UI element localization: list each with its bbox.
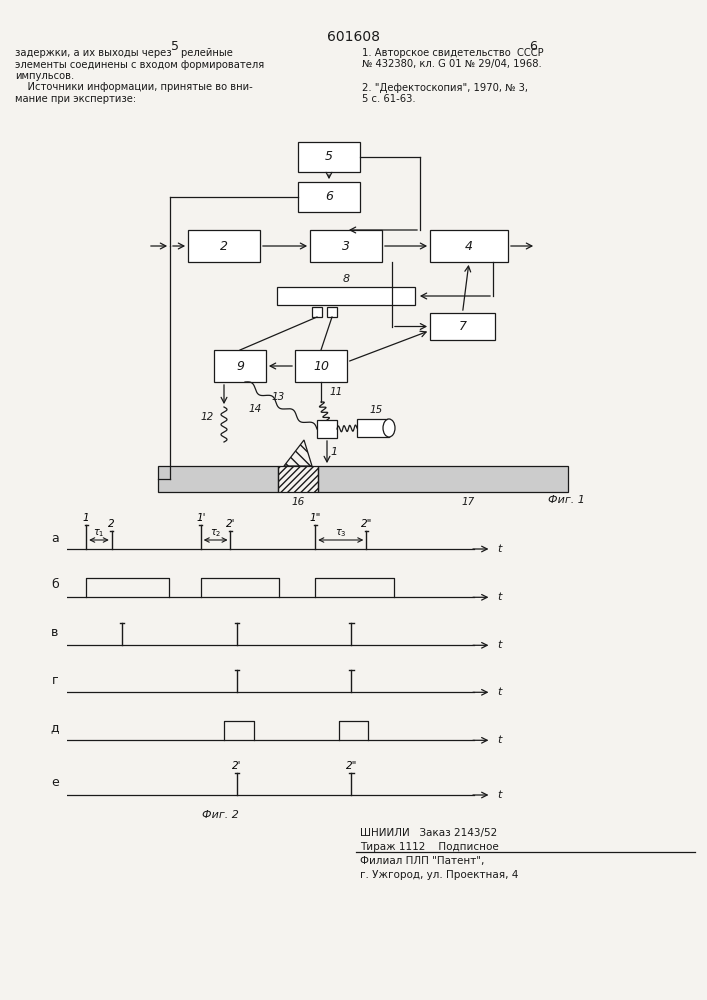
Text: 5: 5: [325, 150, 333, 163]
Text: г: г: [52, 674, 58, 686]
Text: t: t: [498, 735, 502, 745]
Text: 9: 9: [236, 360, 244, 372]
Bar: [295, 350, 347, 382]
Text: 11: 11: [329, 387, 342, 397]
Text: t: t: [498, 640, 502, 650]
Bar: [158, 466, 278, 492]
Bar: [188, 230, 260, 262]
Bar: [298, 182, 360, 212]
Bar: [310, 230, 382, 262]
Text: 13: 13: [272, 392, 285, 402]
Text: 10: 10: [313, 360, 329, 372]
Text: 6: 6: [325, 190, 333, 204]
Text: в: в: [52, 626, 59, 640]
Text: 1: 1: [83, 513, 90, 523]
Text: t: t: [498, 544, 502, 554]
Text: задержки, а их выходы через   релейные: задержки, а их выходы через релейные: [15, 48, 233, 58]
Text: 8: 8: [342, 274, 349, 284]
Text: Филиал ПЛП "Патент",: Филиал ПЛП "Патент",: [360, 856, 484, 866]
Text: а: а: [51, 532, 59, 544]
Bar: [278, 466, 318, 492]
Bar: [430, 230, 508, 262]
Bar: [318, 466, 568, 492]
Text: 2': 2': [226, 519, 235, 529]
Text: 4: 4: [465, 239, 473, 252]
Bar: [277, 287, 415, 305]
Text: t: t: [498, 592, 502, 602]
Text: г. Ужгород, ул. Проектная, 4: г. Ужгород, ул. Проектная, 4: [360, 870, 518, 880]
Text: 2: 2: [220, 239, 228, 252]
Text: 2": 2": [346, 761, 357, 771]
Text: элементы соединены с входом формирователя: элементы соединены с входом формировател…: [15, 60, 264, 70]
Text: 1": 1": [310, 513, 321, 523]
Text: Источники информации, принятые во вни-: Источники информации, принятые во вни-: [15, 83, 252, 93]
Text: 15: 15: [369, 405, 382, 415]
Text: импульсов.: импульсов.: [15, 71, 74, 81]
Text: 2': 2': [232, 761, 242, 771]
Text: 12: 12: [201, 412, 214, 422]
Text: 17: 17: [462, 497, 474, 507]
Text: 7: 7: [459, 320, 467, 333]
Text: 1': 1': [196, 513, 206, 523]
Text: 2: 2: [108, 519, 115, 529]
Text: ШНИИЛИ   Заказ 2143/52: ШНИИЛИ Заказ 2143/52: [360, 828, 497, 838]
Text: 3: 3: [342, 239, 350, 252]
Text: е: е: [51, 776, 59, 788]
Bar: [357, 419, 389, 437]
Text: Тираж 1112    Подписное: Тираж 1112 Подписное: [360, 842, 498, 852]
Ellipse shape: [383, 419, 395, 437]
Text: 2": 2": [361, 519, 372, 529]
Bar: [430, 313, 495, 340]
Text: t: t: [498, 687, 502, 697]
Bar: [317, 420, 337, 438]
Text: Фиг. 2: Фиг. 2: [201, 810, 238, 820]
Text: $\tau_1$: $\tau_1$: [93, 527, 105, 539]
Text: б: б: [51, 578, 59, 591]
Text: 14: 14: [248, 404, 262, 414]
Text: 5: 5: [171, 40, 179, 53]
Text: 601608: 601608: [327, 30, 380, 44]
Text: Фиг. 1: Фиг. 1: [548, 495, 585, 505]
Bar: [312, 307, 322, 317]
Text: $\tau_3$: $\tau_3$: [335, 527, 346, 539]
Text: 1: 1: [330, 447, 337, 457]
Text: t: t: [498, 790, 502, 800]
Text: 6: 6: [529, 40, 537, 53]
Text: 5 с. 61-63.: 5 с. 61-63.: [362, 94, 416, 104]
Text: 1. Авторское свидетельство  СССР: 1. Авторское свидетельство СССР: [362, 48, 544, 58]
Bar: [214, 350, 266, 382]
Text: 16: 16: [291, 497, 305, 507]
Text: № 432380, кл. G 01 № 29/04, 1968.: № 432380, кл. G 01 № 29/04, 1968.: [362, 60, 542, 70]
Bar: [327, 307, 337, 317]
Text: 2. "Дефектоскопия", 1970, № 3,: 2. "Дефектоскопия", 1970, № 3,: [362, 83, 528, 93]
Bar: [298, 142, 360, 172]
Text: $\tau_2$: $\tau_2$: [210, 527, 221, 539]
Text: д: д: [51, 722, 59, 734]
Text: мание при экспертизе:: мание при экспертизе:: [15, 94, 136, 104]
